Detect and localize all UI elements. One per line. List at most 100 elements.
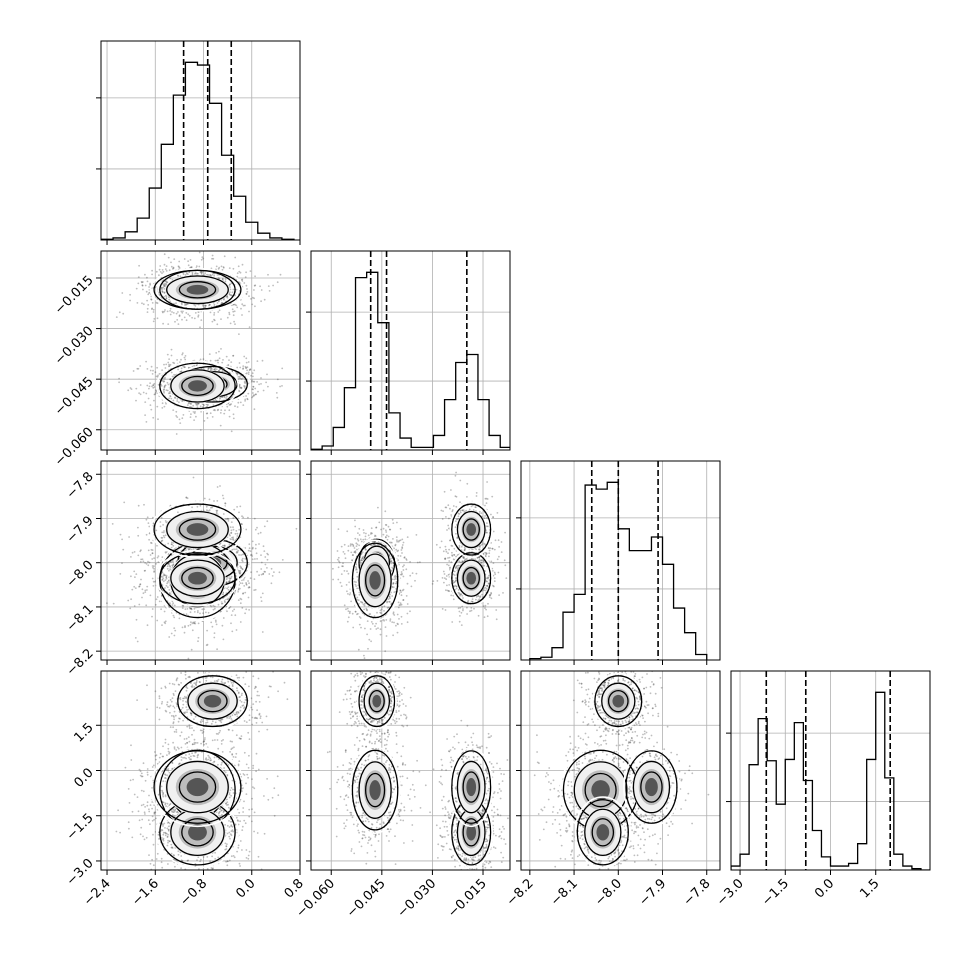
contour-1 xyxy=(358,553,392,608)
y-tick-label: −7.8 xyxy=(64,469,97,502)
histogram-1 xyxy=(311,271,510,450)
panel-0-0 xyxy=(96,40,301,245)
x-tick-label: −1.5 xyxy=(759,876,792,909)
contour-2 xyxy=(197,689,228,713)
contour-2 xyxy=(640,771,663,803)
contour-1 xyxy=(187,682,238,720)
x-tick-label: −0.8 xyxy=(177,876,210,909)
y-tick-label: 0.0 xyxy=(71,766,96,791)
contour-2 xyxy=(178,771,217,803)
histogram-3 xyxy=(731,691,930,870)
density-fill xyxy=(466,523,477,536)
x-tick-label: −0.015 xyxy=(445,876,490,921)
x-tick-label: −0.045 xyxy=(344,876,389,921)
density-fill xyxy=(645,778,658,797)
contour-0 xyxy=(351,542,399,619)
x-tick-label: 0.0 xyxy=(812,876,837,901)
contour-0 xyxy=(159,552,236,605)
density-fill xyxy=(466,824,477,841)
density-fill xyxy=(369,571,381,590)
density-fill xyxy=(612,694,625,708)
panel-3-3 xyxy=(726,670,931,875)
contours-3-2 xyxy=(559,672,680,869)
x-tick-label: 1.5 xyxy=(857,876,882,901)
contour-1 xyxy=(632,760,671,814)
contour-2 xyxy=(462,566,480,590)
y-tick-label: −8.2 xyxy=(64,646,97,679)
contour-2 xyxy=(462,518,480,541)
contour-halo xyxy=(149,501,246,558)
contour-2 xyxy=(181,818,214,847)
contour-1 xyxy=(358,761,392,819)
contour-halo xyxy=(356,672,397,730)
panel-frame xyxy=(100,250,301,451)
contour-0 xyxy=(451,503,492,556)
panel-frame xyxy=(310,460,511,661)
contour-1 xyxy=(363,682,391,720)
contours-3-0 xyxy=(149,672,251,869)
contour-halo xyxy=(149,747,246,828)
contour-halo xyxy=(574,796,632,869)
contour-2 xyxy=(178,518,217,541)
x-tick-label: −7.9 xyxy=(636,876,669,909)
contour-0 xyxy=(594,675,643,728)
contour-halo xyxy=(349,539,401,622)
y-tick-label: −0.060 xyxy=(52,425,97,470)
panel-frame xyxy=(520,670,721,871)
x-tick-label: 0.0 xyxy=(233,876,258,901)
panel-2-0 xyxy=(96,460,301,665)
panel-3-0 xyxy=(96,670,301,875)
y-tick-label: −1.5 xyxy=(64,811,97,844)
density-fill xyxy=(188,571,207,585)
grid-2-2 xyxy=(521,461,720,660)
x-tick-label: −7.8 xyxy=(681,876,714,909)
y-tick-label: −7.9 xyxy=(64,514,97,547)
contour-1 xyxy=(170,369,225,403)
panel-3-1 xyxy=(306,670,511,875)
density-fill xyxy=(369,780,381,801)
density-fill xyxy=(466,778,477,797)
density-fill xyxy=(466,571,477,585)
density-fill xyxy=(596,824,610,841)
contour-1 xyxy=(166,275,229,305)
panel-frame xyxy=(100,670,301,871)
contour-halo xyxy=(155,360,240,412)
histogram-0 xyxy=(101,61,295,240)
contour-2 xyxy=(584,772,617,808)
x-tick-label: −8.2 xyxy=(504,876,537,909)
contour-halo xyxy=(349,746,401,835)
panel-1-0 xyxy=(96,250,301,455)
contour-1 xyxy=(170,559,225,597)
grid-1-1 xyxy=(311,251,510,450)
contour-0 xyxy=(153,503,242,556)
contour-halo xyxy=(174,672,251,730)
contours-2-0 xyxy=(149,501,251,622)
contour-1 xyxy=(456,760,486,814)
panel-frame xyxy=(310,250,511,451)
y-tick-label: −8.1 xyxy=(64,602,97,635)
panel-1-1 xyxy=(306,250,511,455)
contours-2-1 xyxy=(349,501,494,622)
panel-frame xyxy=(310,670,511,871)
density-fill xyxy=(186,284,209,295)
contour-0 xyxy=(351,749,399,831)
x-tick-label: −2.4 xyxy=(81,876,114,909)
y-tick-label: 1.5 xyxy=(71,720,96,745)
contours-3-1 xyxy=(349,672,494,869)
contour-halo xyxy=(449,501,494,558)
contour-1 xyxy=(456,559,486,597)
contour-0 xyxy=(451,750,492,824)
contour-2 xyxy=(368,689,385,713)
contour-halo xyxy=(155,549,240,607)
grid-3-3 xyxy=(731,671,930,870)
contour-2 xyxy=(181,566,214,590)
contour-1 xyxy=(456,510,486,549)
x-tick-label: −1.6 xyxy=(129,876,162,909)
contour-halo xyxy=(449,747,494,828)
contour-0 xyxy=(358,675,396,728)
contour-halo xyxy=(592,672,645,730)
panel-frame xyxy=(520,460,721,661)
contour-0 xyxy=(159,362,236,410)
contour-1 xyxy=(584,808,622,857)
x-tick-label: 0.8 xyxy=(282,876,307,901)
